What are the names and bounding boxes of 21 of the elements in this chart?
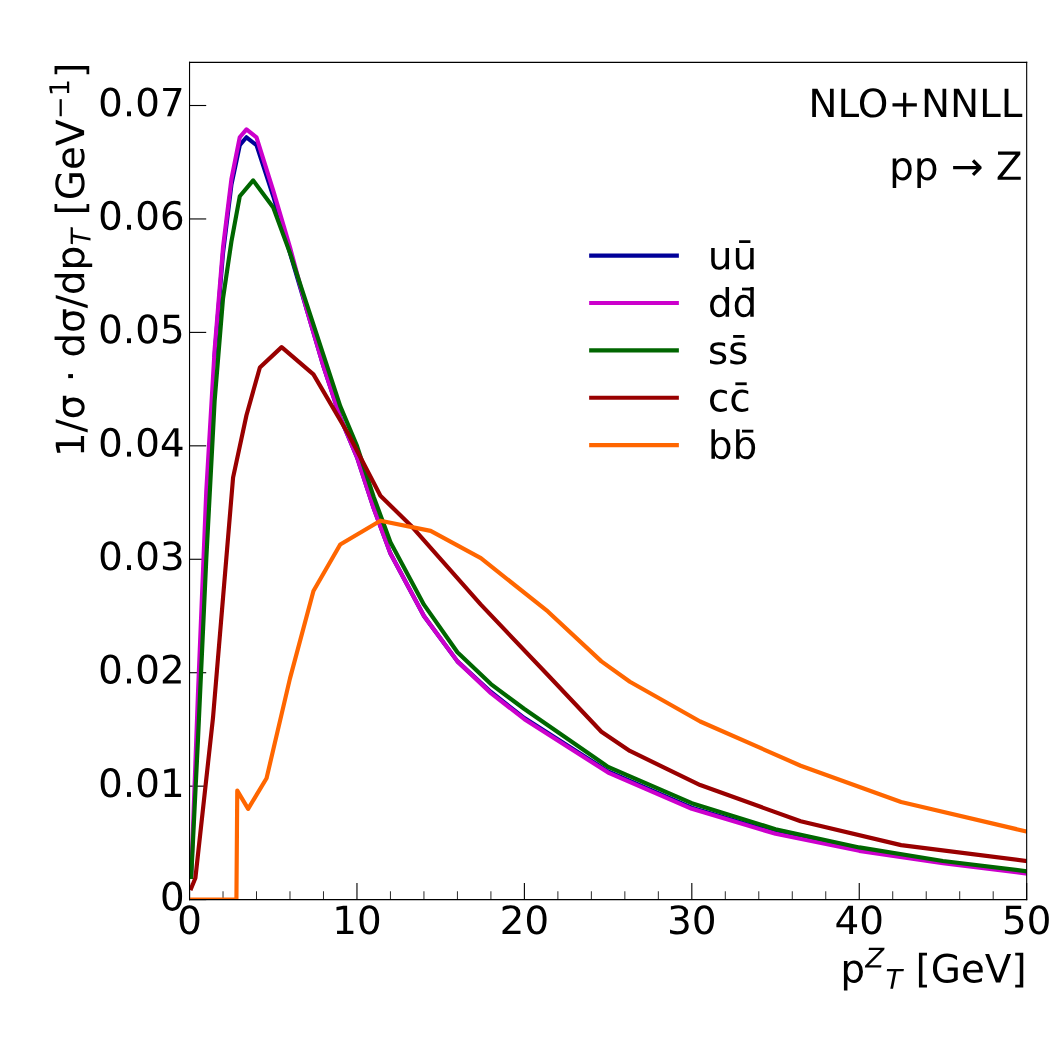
x-tick-label: 30 bbox=[670, 905, 714, 935]
legend-label: ss̄ bbox=[710, 335, 747, 365]
y-tick-label: 0.03 bbox=[100, 541, 182, 571]
legend-label: dd̄ bbox=[710, 287, 754, 318]
x-tick-label: 40 bbox=[836, 905, 882, 935]
y-tick-label: 0.04 bbox=[100, 427, 183, 458]
annotation: NLO+NNLL bbox=[812, 88, 1023, 118]
legend-label: cc̄ bbox=[710, 382, 749, 412]
y-axis-title: 1/σ · dσ/dp$_{T}$ [GeV$^{−1}$] bbox=[49, 66, 93, 453]
legend-label: bb̄ bbox=[711, 429, 756, 460]
y-tick-label: 0.01 bbox=[100, 768, 182, 798]
legend-label: uū bbox=[711, 240, 754, 270]
y-tick-label: 0.02 bbox=[100, 654, 181, 684]
x-tick-label: 10 bbox=[336, 905, 380, 935]
annotation: pp → Z bbox=[892, 151, 1021, 188]
x-tick-label: 50 bbox=[1004, 905, 1049, 935]
y-tick-label: 0.05 bbox=[100, 314, 182, 344]
y-tick-label: 0.06 bbox=[100, 200, 183, 231]
x-tick-label: 20 bbox=[502, 905, 547, 935]
y-tick-label: 0.07 bbox=[100, 87, 182, 117]
x-axis-title: p$^{Z}$$_{T}$ [GeV] bbox=[843, 947, 1024, 991]
